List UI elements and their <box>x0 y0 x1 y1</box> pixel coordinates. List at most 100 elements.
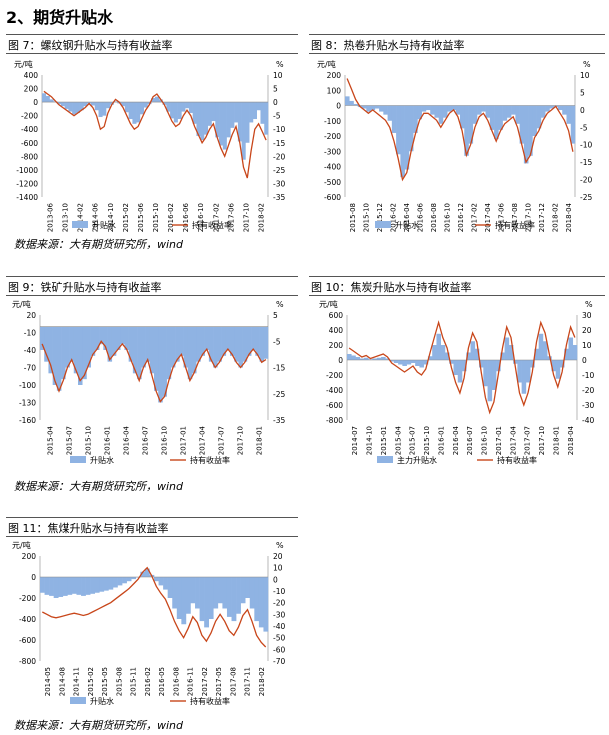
bar <box>234 326 239 362</box>
x-tick-label: 2017-06 <box>498 202 506 232</box>
bar <box>455 105 461 115</box>
bar <box>442 105 448 118</box>
bar <box>557 105 563 111</box>
bar <box>462 360 467 372</box>
right-tick-label: -10 <box>582 371 594 380</box>
bar <box>453 360 459 375</box>
bar <box>391 105 397 133</box>
right-tick-label: -50 <box>273 634 285 643</box>
bar <box>540 105 546 118</box>
bar <box>99 326 104 345</box>
bar <box>419 360 424 368</box>
source-note: 数据来源：大有期货研究所，wind <box>14 480 184 493</box>
bar <box>217 577 223 604</box>
x-tick-label: 2016-10 <box>197 203 205 232</box>
x-tick-label: 2017-02 <box>471 203 479 232</box>
bar <box>457 360 463 383</box>
bar <box>513 360 518 364</box>
bar <box>94 326 100 350</box>
bar <box>393 360 399 363</box>
x-tick-label: 2016-08 <box>430 203 438 232</box>
chart-title-bar: 图 10：焦炭升贴水与持有收益率 <box>309 276 605 296</box>
bar <box>52 326 58 385</box>
bar <box>245 577 251 598</box>
chart-11: 元/吨 % 200 0 -200 -400 -600 -800 20 10 0 -10 -20 -30 -4… <box>12 540 285 706</box>
bar <box>204 326 210 350</box>
bar <box>144 568 150 577</box>
right-tick-label: 0 <box>582 356 587 365</box>
yield-line <box>42 566 267 648</box>
bar <box>128 102 133 120</box>
legend-label: 持有收益率 <box>192 220 232 230</box>
bar <box>404 105 410 170</box>
bar <box>188 102 193 113</box>
bar <box>154 577 159 582</box>
bar <box>260 102 265 124</box>
right-tick-label: 10 <box>580 71 590 80</box>
left-tick-label: 600 <box>329 311 344 320</box>
bar <box>259 326 265 362</box>
legend-bar-swatch <box>70 697 86 704</box>
bar <box>396 105 401 155</box>
bar <box>417 105 422 120</box>
bar <box>61 326 66 380</box>
bar <box>472 105 478 124</box>
bar <box>542 341 548 360</box>
chart-panel-8: 图 8：热卷升贴水与持有收益率 元/吨% 200 100 0 -100 -200 -300-… <box>309 34 605 242</box>
bar <box>71 577 77 594</box>
bar <box>491 360 497 390</box>
bar <box>86 326 91 368</box>
bar <box>163 577 168 590</box>
bar <box>208 326 214 362</box>
left-tick-label: -800 <box>21 152 38 161</box>
right-tick-label: -30 <box>582 401 594 410</box>
bar <box>376 357 382 360</box>
bar <box>94 102 99 111</box>
bar <box>170 326 176 368</box>
bar <box>249 577 255 609</box>
bar <box>177 102 182 120</box>
bar <box>136 102 141 123</box>
x-tick-label: 2017-08 <box>229 667 237 696</box>
right-tick-label: 20 <box>582 326 592 335</box>
x-tick-label: 2016-01 <box>437 426 445 455</box>
bar <box>355 357 361 360</box>
bar <box>137 326 142 380</box>
bar <box>90 577 96 594</box>
left-unit-label: 元/吨 <box>319 299 338 309</box>
bar <box>466 352 471 360</box>
right-tick-label: -15 <box>273 364 285 373</box>
bar <box>521 360 527 394</box>
bar <box>570 105 576 144</box>
bar <box>242 326 248 362</box>
bar <box>162 326 167 397</box>
x-tick-label: 2017-05 <box>215 667 223 696</box>
bar <box>241 102 246 160</box>
bar <box>489 105 495 130</box>
x-tick-label: 2015-06 <box>137 202 145 232</box>
bar <box>530 360 535 368</box>
left-tick-label: 0 <box>338 356 343 365</box>
bar <box>79 102 84 111</box>
left-tick-label: -400 <box>19 615 36 624</box>
bar <box>117 577 123 586</box>
bar <box>555 360 561 379</box>
left-tick-label: -200 <box>324 132 341 141</box>
x-tick-label: 2016-08 <box>172 667 180 696</box>
right-tick-label: 0 <box>273 575 278 584</box>
left-tick-label: -800 <box>19 657 36 666</box>
bar <box>208 577 214 619</box>
bar <box>132 326 138 374</box>
bar <box>525 360 531 383</box>
chart-title: 图 10：焦炭升贴水与持有收益率 <box>311 281 472 294</box>
right-tick-label: -10 <box>580 141 592 150</box>
bar <box>434 105 440 118</box>
right-tick-label: -25 <box>273 390 285 399</box>
bar <box>400 105 405 178</box>
bar <box>75 102 80 113</box>
x-tick-label: 2016-06 <box>416 202 424 232</box>
bar <box>366 105 371 112</box>
bar <box>398 360 403 365</box>
bar <box>106 102 111 109</box>
x-tick-label: 2016-04 <box>403 202 411 232</box>
